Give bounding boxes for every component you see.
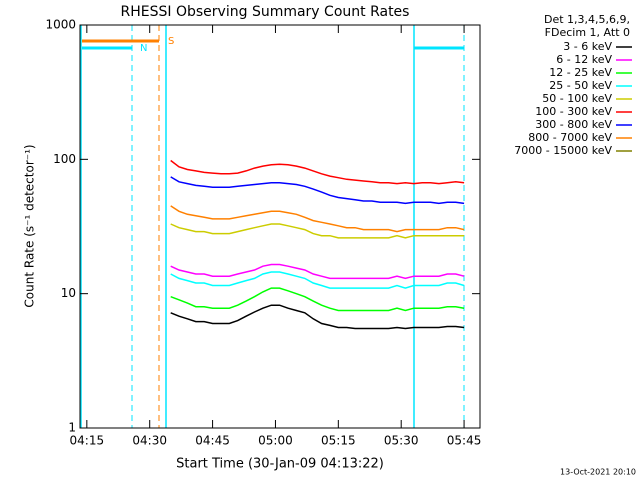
x-tick-label: 04:15 bbox=[70, 434, 105, 448]
x-tick-label: 04:30 bbox=[132, 434, 167, 448]
series-line bbox=[170, 176, 465, 205]
series-line bbox=[170, 304, 465, 330]
series-line bbox=[170, 287, 465, 312]
legend-label: 25 - 50 keV bbox=[549, 79, 612, 92]
flag-label: N bbox=[140, 43, 147, 54]
timestamp: 13-Oct-2021 20:10 bbox=[560, 468, 636, 477]
x-tick-label: 05:00 bbox=[258, 434, 293, 448]
legend-label: 12 - 25 keV bbox=[549, 66, 612, 79]
flag-label: S bbox=[168, 36, 174, 47]
legend-label: 6 - 12 keV bbox=[556, 53, 612, 66]
legend-header: Det 1,3,4,5,6,9, bbox=[544, 13, 630, 26]
legend-label: 7000 - 15000 keV bbox=[514, 144, 612, 157]
x-tick-label: 05:30 bbox=[384, 434, 419, 448]
legend-header: FDecim 1, Att 0 bbox=[545, 26, 630, 39]
legend-label: 800 - 7000 keV bbox=[528, 131, 612, 144]
series-line bbox=[170, 205, 465, 233]
plot-frame bbox=[79, 24, 481, 429]
x-tick-label: 05:45 bbox=[447, 434, 482, 448]
y-tick-label: 1000 bbox=[45, 18, 76, 32]
legend-label: 300 - 800 keV bbox=[535, 118, 612, 131]
flag-markers bbox=[80, 25, 465, 428]
series-line bbox=[170, 223, 465, 239]
series-line bbox=[170, 271, 465, 289]
y-tick-label: 100 bbox=[53, 152, 76, 166]
series-line bbox=[170, 263, 465, 280]
series-line bbox=[170, 159, 465, 185]
legend-label: 3 - 6 keV bbox=[563, 40, 612, 53]
legend-label: 100 - 300 keV bbox=[535, 105, 612, 118]
y-axis-label: Count Rate (s⁻¹ detector⁻¹) bbox=[23, 144, 37, 307]
x-tick-label: 05:15 bbox=[321, 434, 356, 448]
y-tick-label: 1 bbox=[68, 421, 76, 435]
x-tick-label: 04:45 bbox=[195, 434, 230, 448]
chart-title: RHESSI Observing Summary Count Rates bbox=[121, 4, 410, 20]
y-tick-label: 10 bbox=[61, 286, 76, 300]
legend-label: 50 - 100 keV bbox=[542, 92, 612, 105]
x-axis-label: Start Time (30-Jan-09 04:13:22) bbox=[176, 457, 384, 472]
